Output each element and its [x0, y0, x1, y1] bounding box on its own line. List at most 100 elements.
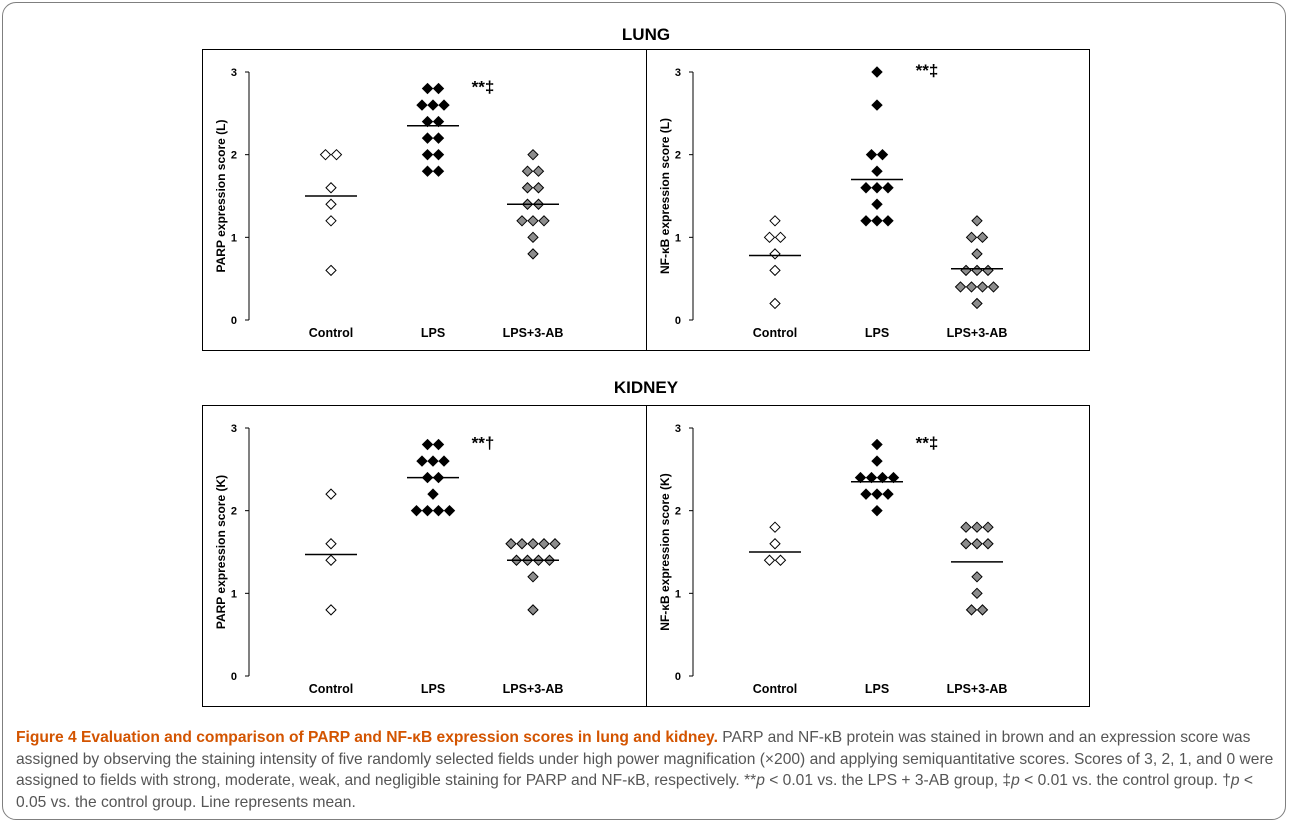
- lung-nfkb-point: [763, 231, 776, 244]
- lung-nfkb-point: [965, 281, 978, 293]
- kidney-parp-point: [427, 455, 439, 467]
- lung-nfkb-panel: 0 1 2 3 NF-κB expression score (L) Control LPS…: [646, 50, 1089, 350]
- caption-body-3: < 0.01 vs. the control group. †: [1019, 772, 1231, 789]
- kidney-nfkb-point: [763, 554, 776, 566]
- kidney-nfkb-category-label: Control: [753, 682, 797, 696]
- lung-parp-point: [325, 198, 337, 210]
- kidney-parp-point: [432, 504, 445, 517]
- kidney-nfkb-point: [976, 604, 989, 616]
- lung-nfkb-point: [774, 231, 787, 244]
- kidney-parp-point: [421, 504, 434, 517]
- lung-parp-point: [432, 115, 445, 128]
- kidney-nfkb-point: [960, 538, 972, 550]
- kidney-nfkb-point: [971, 538, 983, 550]
- lung-nfkb-point: [860, 215, 872, 227]
- kidney-parp-y-tick-label: 3: [231, 423, 237, 435]
- lung-nfkb-point: [871, 165, 883, 177]
- lung-parp-y-tick-label: 1: [231, 232, 237, 244]
- lung-parp-point: [527, 148, 539, 161]
- lung-nfkb-chart: 0 1 2 3 NF-κB expression score (L) Control LPS…: [658, 61, 1008, 340]
- lung-parp-point: [532, 165, 545, 177]
- lung-nfkb-y-tick-label: 0: [675, 315, 681, 327]
- caption-body-2: < 0.01 vs. the LPS + 3-AB group, ‡: [764, 772, 1012, 789]
- kidney-nfkb-chart: 0 1 2 3 NF-κB expression score (K) Control LPS…: [658, 423, 1007, 696]
- lung-nfkb-point: [871, 182, 883, 194]
- kidney-parp-point: [538, 538, 550, 550]
- kidney-parp-point: [432, 438, 445, 451]
- kidney-nfkb-y-tick-label: 2: [675, 506, 681, 518]
- lung-parp-point: [416, 99, 428, 111]
- kidney-nfkb-point: [982, 521, 994, 533]
- lung-parp-point: [427, 99, 439, 111]
- lung-parp-point: [330, 148, 343, 161]
- lung-nfkb-point: [971, 215, 983, 227]
- lung-parp-point: [421, 148, 434, 161]
- lung-nfkb-point: [971, 297, 983, 310]
- lung-nfkb-point: [976, 231, 989, 244]
- kidney-nfkb-point: [960, 521, 972, 533]
- kidney-parp-point: [325, 554, 337, 566]
- kidney-parp-category-label: LPS: [421, 682, 445, 696]
- kidney-section-title: KIDNEY: [613, 378, 679, 397]
- kidney-parp-point: [527, 604, 539, 616]
- kidney-parp-point: [527, 538, 539, 550]
- lung-parp-point: [421, 132, 434, 144]
- kidney-nfkb-point: [774, 554, 787, 566]
- caption-title: Evaluation and comparison of PARP and NF…: [81, 729, 718, 746]
- kidney-nfkb-point: [871, 455, 883, 467]
- lung-nfkb-point: [876, 148, 889, 161]
- kidney-parp-y-tick-label: 1: [231, 588, 237, 600]
- kidney-parp-panel: 0 1 2 3 PARP expression score (K) Control LPS L…: [203, 406, 645, 706]
- lung-parp-point: [432, 148, 445, 161]
- kidney-nfkb-point: [871, 438, 883, 451]
- kidney-nfkb-point: [971, 587, 983, 600]
- lung-nfkb-point: [865, 148, 878, 161]
- kidney-nfkb-point: [769, 538, 781, 550]
- lung-nfkb-point: [987, 281, 1000, 293]
- kidney-parp-y-tick-label: 0: [231, 671, 237, 683]
- kidney-parp-point: [416, 455, 428, 467]
- lung-parp-point: [538, 215, 550, 227]
- lung-parp-point: [421, 82, 434, 95]
- kidney-nfkb-panel: 0 1 2 3 NF-κB expression score (K) Control LPS…: [646, 406, 1089, 706]
- lung-parp-point: [432, 82, 445, 95]
- kidney-parp-point: [427, 488, 439, 500]
- lung-parp-point: [432, 132, 445, 144]
- kidney-parp-point: [527, 571, 539, 583]
- lung-nfkb-point: [971, 264, 983, 277]
- lung-nfkb-category-label: LPS+3-AB: [947, 326, 1008, 340]
- lung-nfkb-point: [976, 281, 989, 293]
- kidney-nfkb-point: [971, 521, 983, 533]
- lung-parp-point: [532, 182, 545, 194]
- lung-nfkb-category-label: Control: [753, 326, 797, 340]
- lung-nfkb-point: [871, 198, 883, 210]
- lung-nfkb-point: [882, 215, 894, 227]
- lung-parp-point: [325, 215, 337, 227]
- kidney-nfkb-point: [876, 471, 889, 484]
- lung-nfkb-point: [960, 264, 972, 277]
- lung-parp-point: [527, 231, 539, 244]
- kidney-parp-y-tick-label: 2: [231, 506, 237, 518]
- lung-parp-point: [325, 264, 337, 277]
- kidney-nfkb-point: [965, 604, 978, 616]
- kidney-nfkb-y-tick-label: 3: [675, 423, 681, 435]
- kidney-parp-point: [410, 504, 423, 517]
- kidney-nfkb-point: [860, 488, 872, 500]
- lung-nfkb-point: [882, 182, 894, 194]
- lung-parp-panel: 0 1 2 3 PARP expression score (L) Control LPS L…: [203, 50, 645, 350]
- lung-panel-row: 0 1 2 3 PARP expression score (L) Control LPS L…: [202, 49, 1090, 351]
- kidney-panel-row: 0 1 2 3 PARP expression score (K) Control LPS L…: [202, 405, 1090, 707]
- lung-parp-category-label: LPS: [421, 326, 445, 340]
- lung-parp-y-tick-label: 2: [231, 150, 237, 162]
- kidney-parp-point: [438, 455, 450, 467]
- lung-nfkb-point: [982, 264, 994, 277]
- kidney-parp-point: [325, 538, 337, 550]
- kidney-nfkb-y-axis-label: NF-κB expression score (K): [658, 473, 672, 630]
- kidney-parp-category-label: LPS+3-AB: [503, 682, 564, 696]
- kidney-parp-point: [516, 538, 528, 550]
- kidney-parp-category-label: Control: [309, 682, 353, 696]
- lung-parp-y-tick-label: 3: [231, 67, 237, 79]
- lung-parp-y-axis-label: PARP expression score (L): [214, 120, 228, 273]
- kidney-nfkb-point: [769, 521, 781, 533]
